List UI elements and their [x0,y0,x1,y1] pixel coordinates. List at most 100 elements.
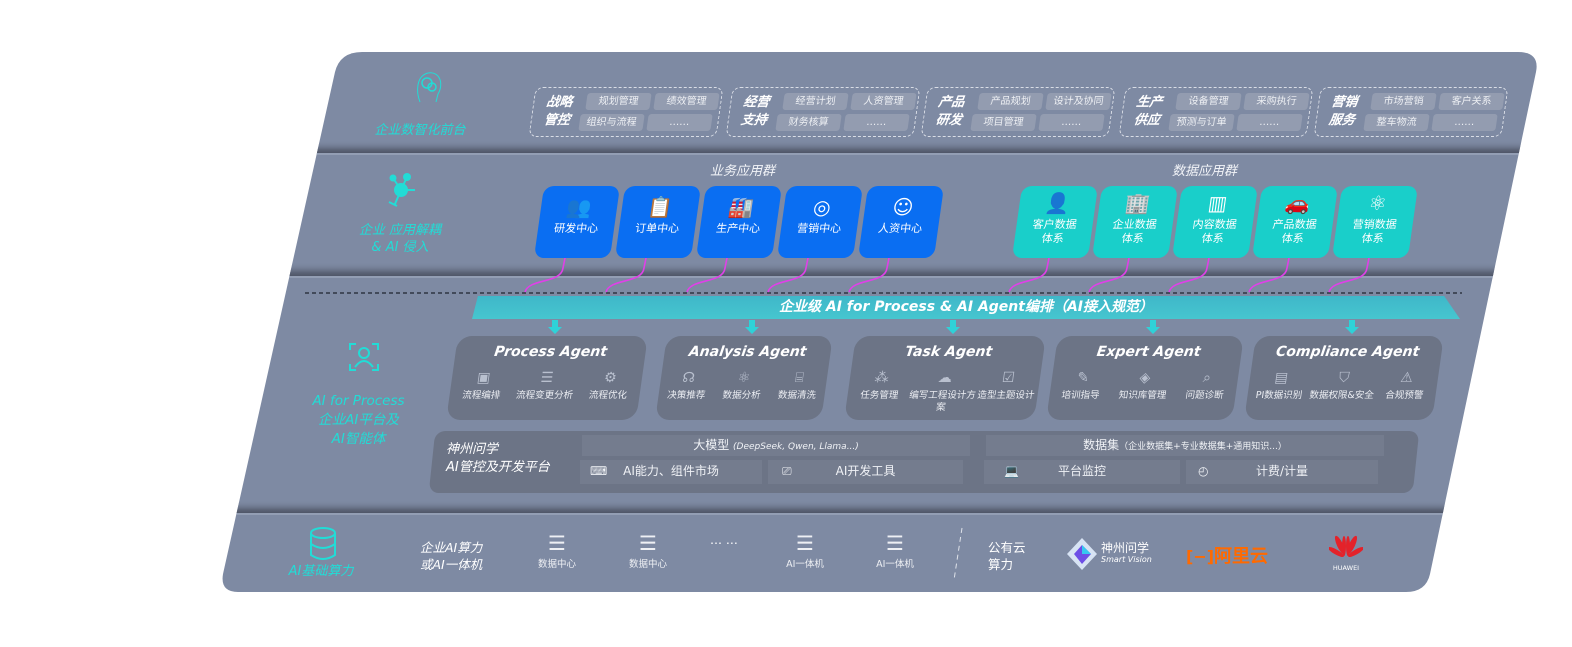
agent-box[interactable]: Expert Agent ✎ 培训指导 ◈ 知识库管理 ⌕ 问题诊断 [1046,336,1244,420]
agent-name: Process Agent [493,344,609,360]
list-settings-icon: ☰ [539,370,555,386]
card-label: 产品数据 [1271,218,1318,231]
agent-capability[interactable]: ☁ 编写工程设计方案 [905,368,981,414]
business-app-card[interactable]: ☺ 人资中心 [857,186,945,258]
module-chip[interactable]: 设计及协同 [1045,93,1112,110]
capability-label: 任务管理 [859,390,899,401]
group-title-line: 产品 [937,95,966,110]
target-icon: ◎ [811,195,833,219]
agent-box[interactable]: Compliance Agent ▤ PI数据识别 ⛉ 数据权限&安全 ⚠ 合规预警 [1244,336,1444,420]
agent-capability[interactable]: ⚠ 合规预警 [1368,368,1443,402]
down-arrow-icon [1345,320,1359,334]
billing-cell[interactable]: ◴ 计费/计量 [1186,460,1378,484]
module-chip[interactable]: 绩效管理 [653,93,720,110]
billing-label: 计费/计量 [1255,464,1309,478]
group-title: 经营 支持 [739,94,771,130]
agent-capability[interactable]: ⌸ 数据清洗 [761,368,836,402]
group-title-line: 支持 [739,113,768,128]
connector-arrow [1168,247,1212,293]
module-chip[interactable]: 客户关系 [1438,93,1505,110]
flow-chart-icon: ▣ [475,370,492,386]
data-app-card[interactable]: 🚗 产品数据 体系 [1251,186,1339,258]
module-chip[interactable]: 财务核算 [775,114,842,131]
module-chip[interactable]: 组织与流程 [578,114,645,131]
business-app-card[interactable]: 👥 研发中心 [533,186,621,258]
capability-label: 合规预警 [1384,390,1424,401]
module-chip[interactable]: …… [1038,114,1105,131]
aliyun-logo: [−]阿里云 [1186,546,1269,567]
data-app-card[interactable]: ⚛ 营销数据 体系 [1331,186,1419,258]
model-note: (DeepSeek, Qwen, Llama...) [733,442,859,452]
module-chip[interactable]: …… [1431,114,1498,131]
infra-layer-label: AI基础算力 [288,564,354,579]
agent-capability[interactable]: ☑ 造型主题设计 [970,368,1045,402]
connector-arrow [1248,247,1292,293]
molecule-icon [383,172,423,212]
module-chip[interactable]: 整车物流 [1363,114,1430,131]
module-chip[interactable]: 规划管理 [585,93,652,110]
business-app-card[interactable]: 🏭 生产中心 [695,186,783,258]
server-label: 数据中心 [628,559,667,570]
server-icon: ☰ [886,531,904,555]
agent-box[interactable]: Analysis Agent ☊ 决策推荐 ⚛ 数据分析 ⌸ 数据清洗 [655,336,833,420]
ai-orchestration-banner: 企业级 AI for Process & AI Agent编排（AI接入规范） [472,296,1460,319]
connector-arrow [767,247,811,293]
group-title: 营销 服务 [1327,94,1359,130]
module-chip[interactable]: 设备管理 [1175,93,1242,110]
ai-market-cell[interactable]: ⌨ AI能力、组件市场 [580,460,762,484]
module-chip[interactable]: 预测与订单 [1168,114,1235,131]
monitor-cell[interactable]: 💻 平台监控 [984,460,1180,484]
card-label: 生产中心 [715,222,761,235]
model-title: 大模型 [693,438,730,452]
card-label: 体系 [1200,232,1225,245]
module-chip[interactable]: 采购执行 [1243,93,1310,110]
group-title-line: 管控 [542,113,571,128]
face-scan-icon [346,340,382,374]
dataset-note: （企业数据集+专业数据集+通用知识...） [1119,442,1287,452]
down-arrow-icon [745,320,759,334]
server-label: AI一体机 [786,559,824,570]
data-app-card[interactable]: 👤 客户数据 体系 [1011,186,1099,258]
ellipsis: … … [710,533,738,547]
group-title-line: 营销 [1330,95,1359,110]
module-chip[interactable]: 项目管理 [970,114,1037,131]
module-chip[interactable]: 经营计划 [782,93,849,110]
module-chip[interactable]: 产品规划 [977,93,1044,110]
ai-layer-label-line3: AI智能体 [331,431,386,447]
connector-arrow [686,247,730,293]
agent-box[interactable]: Task Agent ⁂ 任务管理 ☁ 编写工程设计方案 ☑ 造型主题设计 [844,336,1046,420]
enterprise-compute-line2: 或AI一体机 [420,557,483,572]
capability-label: 流程优化 [588,390,628,401]
cloud-icon: ☁ [936,370,954,386]
capability-label: 问题诊断 [1184,390,1225,401]
brain-head-icon [414,68,444,106]
platform-title-line1: 神州问学 [446,442,499,457]
agent-name: Compliance Agent [1274,344,1421,360]
capability-label: 数据清洗 [777,390,817,401]
enterprise-compute-line1: 企业AI算力 [420,540,483,555]
data-app-card[interactable]: ▥ 内容数据 体系 [1171,186,1259,258]
ai-market-label: AI能力、组件市场 [623,464,719,478]
monitor-icon: 💻 [1004,464,1019,478]
agent-capability[interactable]: ⚙ 流程优化 [572,368,647,402]
card-label: 体系 [1280,232,1305,245]
agent-capability[interactable]: ⌕ 问题诊断 [1169,368,1244,402]
module-group: 生产 供应 设备管理 采购执行 预测与订单…… [1118,87,1314,137]
module-chip[interactable]: 人资管理 [850,93,917,110]
module-chip[interactable]: …… [1236,114,1303,131]
module-chip[interactable]: …… [843,114,910,131]
data-app-card[interactable]: 🏢 企业数据 体系 [1091,186,1179,258]
card-label: 企业数据 [1111,218,1158,231]
database-icon [308,527,338,561]
ai-tools-cell[interactable]: ⎚ AI开发工具 [768,460,963,484]
connector-arrow [605,247,649,293]
module-chip[interactable]: 市场营销 [1370,93,1437,110]
business-app-card[interactable]: ◎ 营销中心 [776,186,864,258]
server-label: 数据中心 [537,559,576,570]
business-app-card[interactable]: 📋 订单中心 [614,186,702,258]
monitor-label: 平台监控 [1057,464,1106,478]
agent-box[interactable]: Process Agent ▣ 流程编排 ☰ 流程变更分析 ⚙ 流程优化 [446,336,648,420]
compute-node: ☰ 数据中心 [522,530,592,570]
module-chip[interactable]: …… [646,114,713,131]
szwx-logo: 神州问学 Smart Vision [1065,536,1165,572]
